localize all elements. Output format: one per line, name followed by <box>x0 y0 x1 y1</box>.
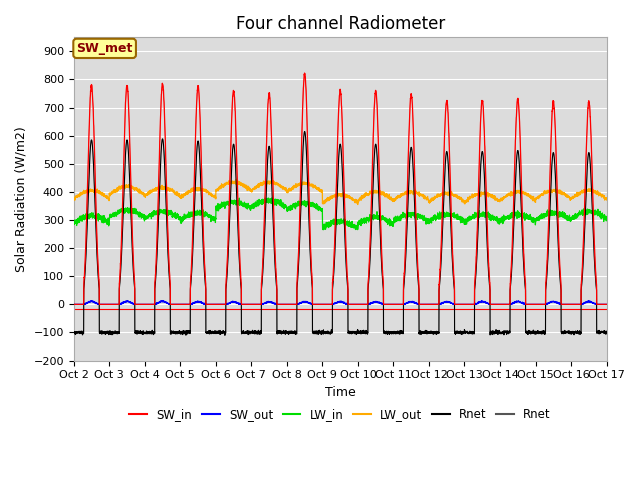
Rnet <box>602 328 610 334</box>
LW_in <box>70 219 77 225</box>
Y-axis label: Solar Radiation (W/m2): Solar Radiation (W/m2) <box>15 126 28 272</box>
LW_out <box>166 187 173 193</box>
Legend: SW_in, SW_out, LW_in, LW_out, Rnet, Rnet: SW_in, SW_out, LW_in, LW_out, Rnet, Rnet <box>125 404 556 426</box>
LW_out <box>354 202 362 207</box>
LW_in <box>490 216 498 221</box>
Rnet <box>603 329 611 335</box>
SW_out <box>602 301 610 307</box>
LW_in <box>319 227 327 233</box>
LW_out <box>460 199 467 204</box>
SW_in <box>430 301 438 307</box>
Rnet <box>460 329 467 335</box>
LW_in <box>268 195 276 201</box>
SW_out <box>321 301 328 307</box>
Rnet <box>321 330 328 336</box>
LW_out <box>490 194 498 200</box>
X-axis label: Time: Time <box>324 386 356 399</box>
LW_in <box>166 208 173 214</box>
SW_out <box>460 301 467 307</box>
LW_out <box>430 195 438 201</box>
SW_in <box>490 301 497 307</box>
LW_out <box>603 196 611 202</box>
Rnet <box>301 129 308 134</box>
Line: Rnet: Rnet <box>74 132 607 336</box>
SW_in <box>166 269 173 275</box>
Line: Rnet: Rnet <box>74 132 607 336</box>
SW_out <box>490 301 497 307</box>
Rnet <box>221 333 228 338</box>
SW_in <box>301 70 308 76</box>
LW_out <box>232 176 240 182</box>
SW_in <box>460 301 467 307</box>
SW_in <box>603 301 611 307</box>
SW_out <box>159 298 167 304</box>
SW_out <box>430 301 438 307</box>
Title: Four channel Radiometer: Four channel Radiometer <box>236 15 445 33</box>
Line: SW_out: SW_out <box>74 301 607 304</box>
Rnet <box>490 330 498 336</box>
LW_out <box>602 196 610 202</box>
Line: LW_out: LW_out <box>74 179 607 204</box>
LW_in <box>321 223 328 228</box>
Line: SW_in: SW_in <box>74 73 607 304</box>
LW_out <box>70 195 77 201</box>
Rnet <box>460 329 467 335</box>
LW_in <box>603 214 611 219</box>
Text: SW_met: SW_met <box>76 42 133 55</box>
Rnet <box>430 331 438 336</box>
Rnet <box>430 331 438 336</box>
SW_out <box>603 301 611 307</box>
Rnet <box>602 328 610 334</box>
LW_in <box>602 217 610 223</box>
Rnet <box>166 277 173 283</box>
Rnet <box>221 333 228 338</box>
Rnet <box>301 129 308 134</box>
SW_out <box>166 301 173 307</box>
Rnet <box>321 330 328 336</box>
Rnet <box>603 329 611 335</box>
Rnet <box>70 329 77 335</box>
LW_out <box>321 198 328 204</box>
Rnet <box>70 329 77 335</box>
Line: LW_in: LW_in <box>74 198 607 230</box>
SW_in <box>70 301 77 307</box>
SW_out <box>70 301 77 307</box>
LW_in <box>460 217 467 223</box>
SW_in <box>602 301 610 307</box>
Rnet <box>166 277 173 283</box>
LW_in <box>430 213 438 218</box>
SW_in <box>321 301 328 307</box>
Rnet <box>490 330 498 336</box>
